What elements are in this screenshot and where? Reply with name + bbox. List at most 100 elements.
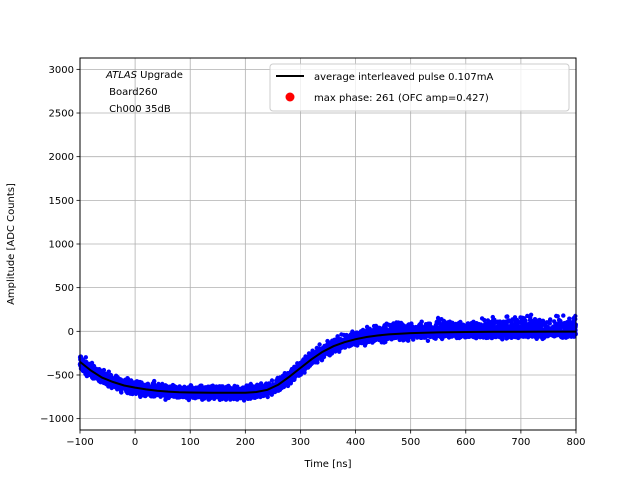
sample-point [411, 327, 416, 332]
sample-point [438, 334, 443, 340]
sample-point [479, 316, 485, 321]
sample-point [537, 317, 542, 323]
sample-point [210, 387, 216, 393]
y-tick-label: 3000 [49, 65, 74, 76]
sample-point [379, 327, 384, 332]
sample-point [303, 354, 308, 359]
x-tick-label: 500 [401, 437, 420, 448]
legend-entry-average-pulse: average interleaved pulse 0.107mA [314, 72, 493, 83]
sample-point [257, 383, 262, 389]
x-ticks: −100 0 100 200 300 400 500 600 700 800 [66, 430, 586, 448]
sample-point [371, 338, 377, 344]
sample-point [398, 320, 404, 326]
sample-point [194, 393, 199, 398]
sample-point [284, 372, 289, 377]
sample-point [519, 317, 524, 323]
sample-point [437, 317, 442, 322]
sample-point [325, 352, 331, 357]
sample-point [505, 319, 510, 325]
legend: average interleaved pulse 0.107mA max ph… [269, 63, 570, 112]
sample-point [350, 329, 355, 334]
annotation-channel: Ch000 35dB [106, 104, 171, 115]
sample-point [269, 378, 275, 383]
sample-point [133, 388, 138, 393]
y-tick-label: 2500 [49, 109, 74, 120]
sample-point [418, 323, 423, 328]
sample-point [554, 313, 559, 319]
sample-point [368, 339, 373, 344]
sample-point [528, 315, 533, 320]
sample-point [426, 321, 431, 326]
sample-point [548, 331, 554, 337]
sample-point [338, 337, 344, 342]
sample-point [97, 367, 103, 373]
sample-point [136, 379, 141, 385]
sample-point [386, 322, 391, 327]
sample-point [117, 376, 122, 382]
y-axis-label: Amplitude [ADC Counts] [6, 183, 17, 305]
sample-point [360, 327, 366, 333]
sample-point [550, 326, 555, 331]
sample-point [164, 395, 169, 400]
sample-point [572, 318, 577, 323]
sample-point [364, 324, 370, 330]
x-tick-label: 700 [511, 437, 530, 448]
sample-point [241, 398, 247, 403]
sample-point [170, 382, 176, 388]
sample-point [189, 385, 194, 391]
sample-point [419, 319, 424, 324]
sample-point [474, 334, 479, 339]
sample-point [204, 386, 209, 391]
sample-point [307, 354, 313, 359]
sample-point [409, 321, 414, 326]
sample-point [522, 320, 527, 325]
sample-point [543, 323, 548, 328]
sample-point [445, 320, 450, 325]
sample-point [432, 328, 437, 333]
sample-point [478, 322, 484, 327]
sample-point [547, 321, 552, 326]
sample-point [405, 338, 411, 343]
x-tick-label: 100 [181, 437, 200, 448]
sample-point [269, 392, 274, 397]
sample-point [503, 333, 509, 338]
sample-point [525, 335, 531, 340]
sample-point [384, 327, 390, 332]
x-tick-label: 0 [132, 437, 138, 448]
sample-point [346, 344, 352, 349]
sample-point [272, 387, 277, 392]
sample-point [533, 334, 538, 339]
sample-point [171, 393, 177, 398]
legend-box [269, 63, 570, 112]
sample-point [253, 393, 258, 398]
sample-point [504, 314, 509, 319]
x-tick-label: −100 [66, 437, 93, 448]
y-tick-label: 1500 [49, 196, 74, 207]
sample-point [530, 323, 535, 328]
annotation: ATLAS Upgrade Board260 Ch000 35dB [105, 70, 183, 115]
sample-point [125, 390, 130, 396]
sample-point [507, 325, 513, 331]
sample-point [288, 381, 293, 386]
sample-point [354, 332, 359, 338]
sample-point [561, 313, 566, 318]
sample-point [200, 397, 205, 402]
sample-point [235, 393, 240, 399]
sample-point [495, 319, 501, 324]
sample-point [372, 329, 377, 334]
x-tick-label: 800 [566, 437, 585, 448]
sample-point [435, 325, 440, 330]
sample-point [115, 387, 120, 392]
sample-point [199, 383, 204, 388]
sample-point [414, 333, 419, 339]
sample-point [394, 323, 399, 328]
sample-point [572, 322, 578, 328]
sample-point [566, 321, 571, 327]
sample-point [263, 382, 268, 387]
y-tick-label: −500 [47, 370, 74, 381]
sample-point [229, 395, 234, 400]
annotation-board: Board260 [106, 87, 158, 98]
sample-point [401, 323, 406, 328]
sample-point [390, 325, 395, 331]
sample-point [315, 348, 320, 353]
